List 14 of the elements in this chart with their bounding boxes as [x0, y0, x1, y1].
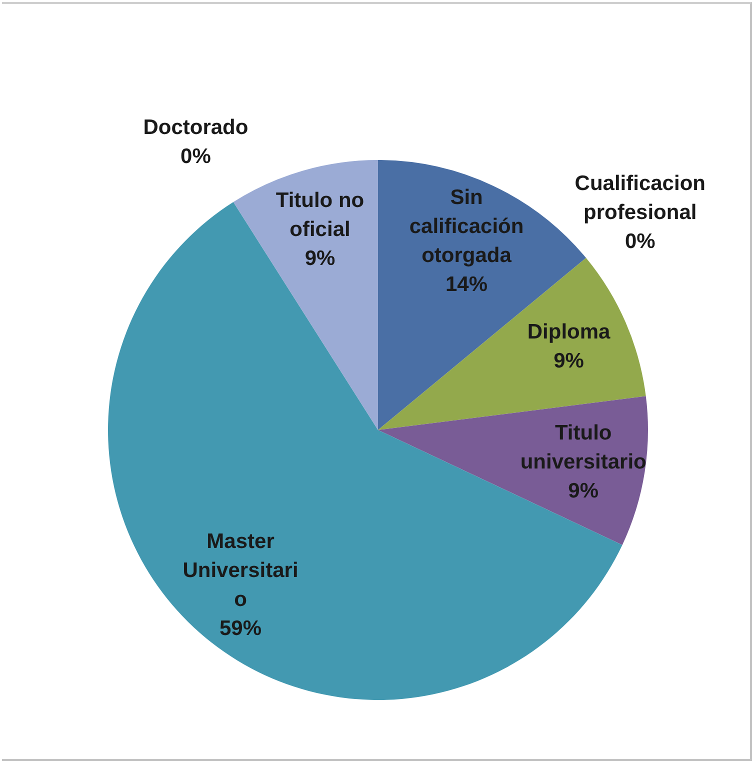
text: 0% — [180, 145, 211, 168]
slice-label: Titulo universitario — [520, 421, 646, 474]
data-label: 9% — [568, 479, 599, 502]
data-label: 9% — [554, 350, 584, 373]
slice-label: Sin calificación otorgada — [409, 186, 524, 268]
slice-label: Titulo no oficial — [276, 189, 364, 242]
slice-label: Master Universitario — [182, 530, 298, 612]
category-label: Cualificacion profesional — [574, 172, 706, 224]
data-label: 9% — [304, 247, 336, 270]
slice-label: Diploma — [527, 320, 611, 344]
category-label: Doctorado — [143, 116, 248, 140]
data-label: 59% — [220, 617, 262, 640]
text: 0% — [624, 230, 656, 253]
data-label: 14% — [446, 273, 488, 296]
